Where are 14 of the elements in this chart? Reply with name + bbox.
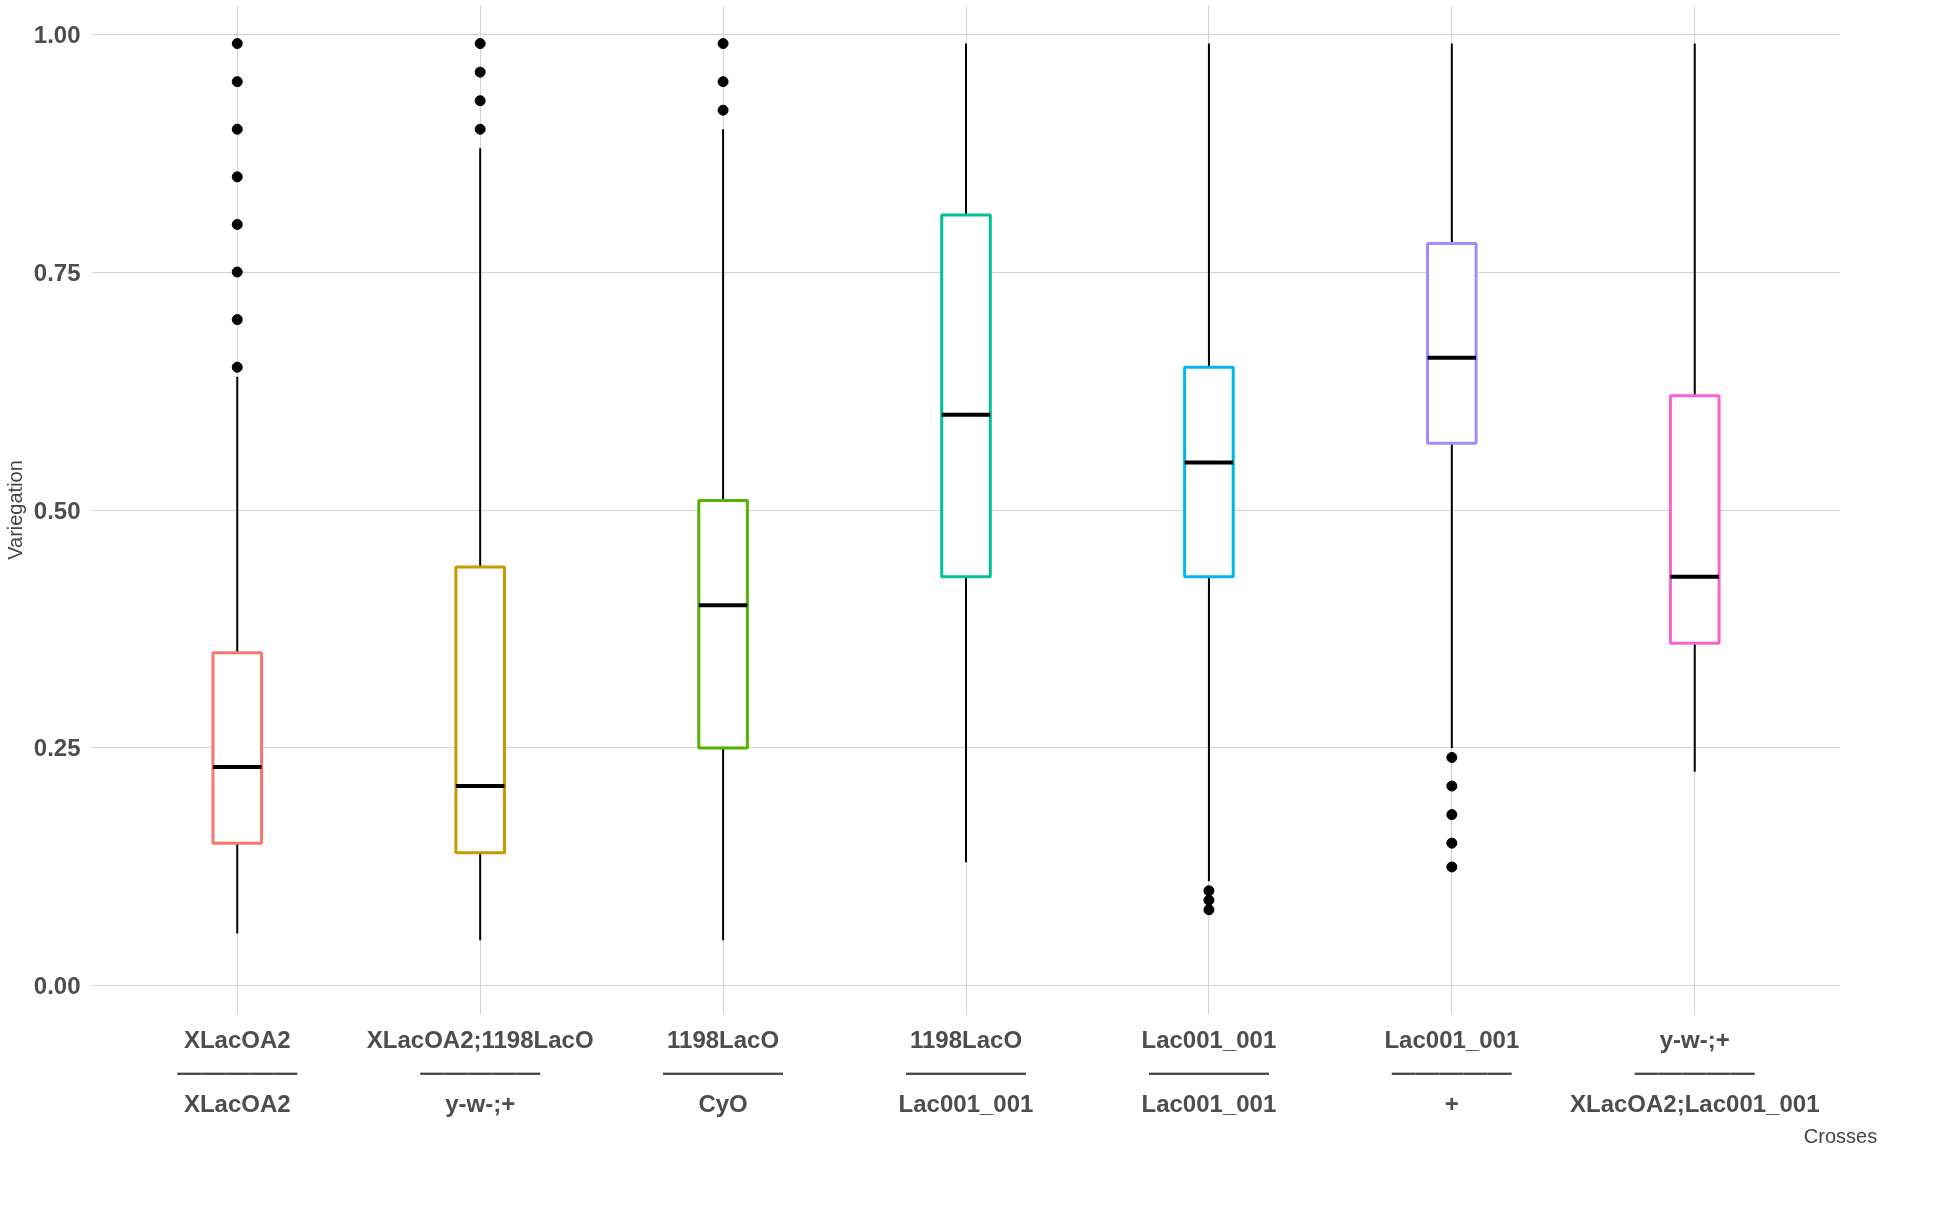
x-tick-label: y-w-;+ ――――― XLacOA2;Lac001_001 (1570, 1025, 1820, 1118)
x-tick-label: XLacOA2;1198LacO ――――― y-w-;+ (366, 1025, 594, 1118)
x-tick-label: 1198LacO ――――― CyO (663, 1025, 784, 1118)
y-tick-label: 0.00 (33, 972, 81, 1000)
y-tick-label: 0.50 (33, 496, 81, 524)
y-tick-label: 0.75 (33, 258, 81, 286)
x-tick-label: 1198LacO ――――― Lac001_001 (898, 1025, 1034, 1118)
x-axis-title: Crosses (1803, 1125, 1878, 1148)
y-tick-label: 1.00 (33, 20, 81, 48)
x-tick-label: Lac001_001 ――――― Lac001_001 (1141, 1025, 1277, 1118)
y-axis-title: Variegation (3, 460, 26, 560)
x-tick-label: Lac001_001 ――――― + (1384, 1025, 1520, 1118)
x-tick-label: XLacOA2 ――――― XLacOA2 (177, 1025, 298, 1118)
y-tick-label: 0.25 (33, 734, 81, 762)
